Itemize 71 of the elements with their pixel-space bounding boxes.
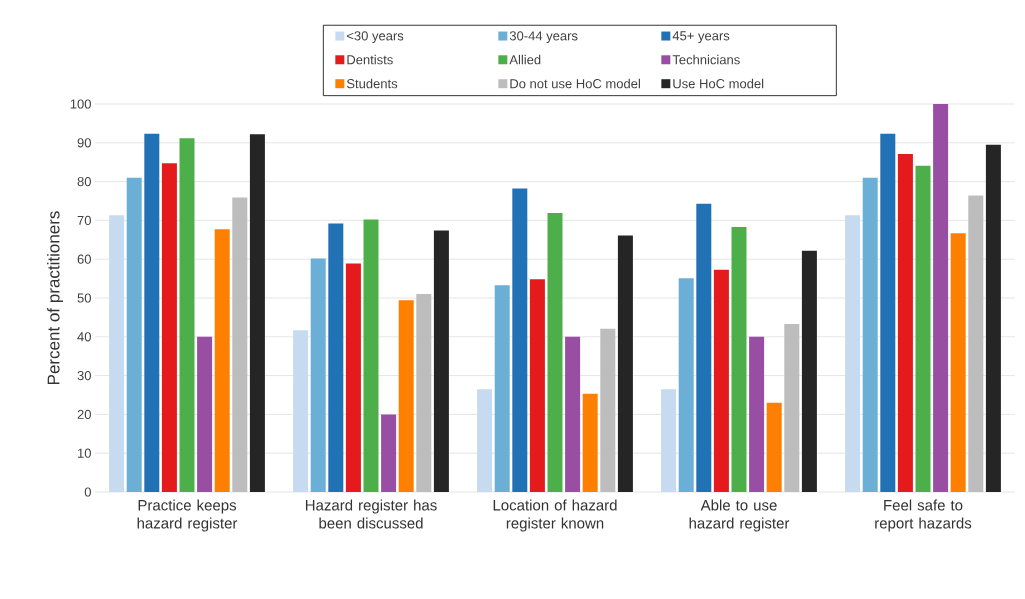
bar (512, 188, 528, 492)
bar (345, 263, 361, 492)
bar (433, 230, 449, 492)
bar (398, 300, 414, 492)
bar (600, 328, 616, 492)
y-tick-label: 60 (77, 254, 91, 264)
bar (565, 336, 581, 492)
y-tick-label: 20 (77, 409, 91, 419)
bar (477, 389, 493, 492)
bar (897, 154, 913, 492)
bar (933, 103, 949, 492)
y-tick-label: 70 (77, 215, 91, 225)
legend-label: Dentists (347, 54, 393, 65)
bar (214, 229, 230, 492)
bar (582, 393, 598, 492)
bar (161, 163, 177, 492)
bar (328, 223, 344, 492)
bar (731, 226, 747, 492)
bar (915, 165, 931, 492)
legend-label: 30-44 years (509, 31, 578, 44)
bar (547, 213, 563, 492)
bar (801, 250, 817, 492)
legend-label: Do not use HoC model (510, 78, 640, 89)
legend-label: <30 years (346, 31, 404, 44)
y-tick-label: 80 (77, 176, 91, 187)
y-tick-label: 10 (78, 448, 91, 458)
bar (529, 279, 545, 492)
bar (749, 336, 765, 492)
bar (617, 235, 633, 492)
bar (696, 203, 712, 492)
bar (950, 233, 966, 492)
y-tick-label: 0 (84, 487, 91, 497)
legend-label: Technicians (672, 54, 740, 65)
bar (661, 389, 677, 492)
bar (784, 323, 800, 492)
bar (232, 197, 248, 492)
bar (968, 195, 984, 492)
bar (845, 215, 861, 492)
bar (494, 285, 510, 492)
bar (109, 215, 125, 492)
legend-label: Allied (509, 54, 541, 65)
y-tick-label: 30 (77, 370, 91, 381)
x-tick-label: Feel safe to report hazards (875, 499, 972, 532)
bar (363, 219, 379, 492)
legend-label: Use HoC model (673, 78, 764, 89)
legend-label: Students (346, 78, 398, 89)
bar (293, 330, 309, 492)
bar (249, 134, 265, 492)
bar (766, 402, 782, 492)
y-tick-label: 90 (77, 138, 91, 148)
bar (126, 177, 142, 492)
bar (381, 414, 397, 492)
x-tick-label: Practice keeps hazard register (137, 499, 238, 532)
legend-label: 45+ years (672, 31, 730, 43)
bar (197, 336, 213, 492)
x-tick-label: Hazard register has been discussed (305, 499, 437, 529)
bar (678, 278, 694, 492)
y-tick-label: 50 (77, 293, 91, 303)
bar (179, 138, 195, 492)
bar (713, 269, 729, 492)
bar (985, 144, 1001, 492)
y-tick-label: 40 (77, 332, 91, 342)
x-tick-label: Location of hazard register known (493, 499, 617, 532)
bar (416, 294, 432, 492)
bar (144, 133, 160, 492)
y-tick-label: 100 (70, 99, 91, 109)
bar (880, 133, 896, 492)
bar (862, 177, 878, 492)
y-axis-title: Percent of practitioners (47, 211, 63, 384)
x-tick-label: Able to use hazard register (689, 499, 790, 532)
bar (310, 258, 326, 492)
